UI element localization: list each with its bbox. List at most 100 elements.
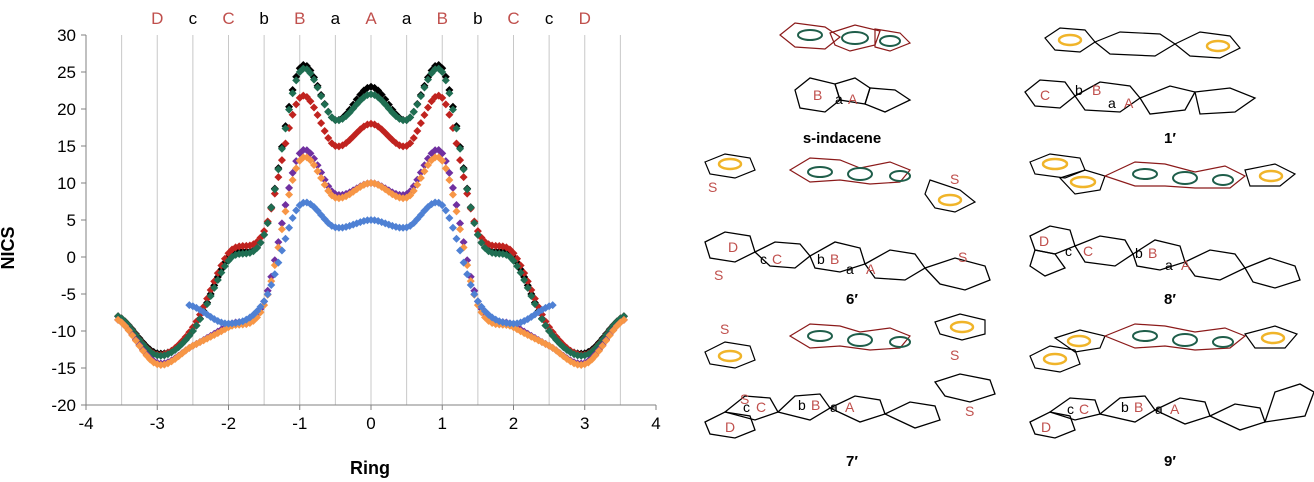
y-tick-label: 15: [57, 137, 76, 156]
data-point: [320, 180, 329, 189]
ring-label-b: b: [1075, 82, 1083, 98]
data-point: [445, 168, 454, 177]
data-point: [456, 156, 465, 165]
data-point: [416, 92, 425, 101]
ring-current-diagram: [779, 22, 912, 52]
data-point: [320, 127, 329, 136]
data-point: [285, 190, 294, 199]
x-tick-label: -1: [292, 414, 307, 433]
ring-position-label: a: [331, 9, 341, 28]
data-point: [452, 234, 461, 243]
data-point: [310, 103, 318, 112]
data-point: [288, 176, 297, 185]
data-point: [459, 238, 468, 247]
data-point: [306, 156, 315, 165]
data-point: [523, 283, 532, 292]
data-point: [605, 331, 614, 340]
sulfur-label: S: [714, 267, 723, 283]
data-point: [313, 167, 322, 176]
data-point: [466, 281, 475, 290]
data-point: [441, 76, 450, 85]
ring-label-c: c: [1067, 401, 1074, 417]
molecule-schematics: B a A s-indacene C b B: [704, 22, 1314, 470]
data-point: [406, 113, 415, 122]
data-point: [448, 190, 457, 199]
data-point: [281, 234, 290, 243]
ring-position-label: b: [259, 9, 268, 28]
x-tick-label: -4: [78, 414, 93, 433]
sulfur-label: S: [740, 391, 749, 407]
ring-label-b: b: [1121, 399, 1129, 415]
ring-label-B: B: [1092, 82, 1101, 98]
data-point: [317, 92, 326, 101]
data-point: [456, 144, 465, 153]
data-point: [548, 301, 557, 310]
data-point: [448, 105, 457, 114]
molecule-label-9prime: 9′: [1164, 453, 1176, 470]
ring-position-label: b: [473, 9, 482, 28]
data-point: [456, 219, 465, 228]
data-point: [313, 111, 322, 120]
y-tick-label: 20: [57, 100, 76, 119]
x-tick-label: -3: [150, 414, 165, 433]
ring-label-a: a: [1155, 401, 1163, 417]
x-tick-label: 2: [509, 414, 518, 433]
ring-label-a: a: [1165, 257, 1173, 273]
ring-label-B: B: [813, 87, 822, 103]
data-point: [288, 214, 297, 223]
data-point: [285, 223, 294, 232]
molecule-s-indacene: B a A s-indacene: [779, 22, 912, 147]
data-point: [466, 203, 475, 212]
x-tick-label: 3: [580, 414, 589, 433]
ring-label-C: C: [1083, 243, 1093, 259]
data-point: [541, 321, 550, 330]
ring-label-b: b: [1135, 245, 1143, 261]
data-point: [520, 275, 529, 284]
data-point: [441, 100, 450, 109]
data-point: [124, 326, 133, 335]
data-point: [406, 191, 415, 200]
ring-label-A: A: [866, 261, 876, 277]
molecule-label-7prime: 7′: [846, 453, 858, 470]
data-point: [260, 297, 269, 306]
x-tick-label: -2: [221, 414, 236, 433]
data-point: [253, 244, 261, 253]
data-point: [317, 174, 326, 183]
y-tick-label: 30: [57, 26, 76, 45]
ring-label-D: D: [725, 419, 735, 435]
data-point: [270, 185, 279, 194]
y-tick-label: 5: [67, 211, 76, 230]
data-point: [545, 327, 554, 335]
data-point: [267, 203, 276, 212]
ring-label-C: C: [1079, 401, 1089, 417]
ring-current-diagram: [1029, 323, 1299, 373]
data-point: [274, 173, 283, 182]
data-point: [509, 256, 518, 265]
data-point: [452, 200, 461, 209]
data-point: [324, 107, 333, 116]
molecule-9prime: D c C b B a A 9′: [1029, 323, 1314, 470]
data-point: [217, 268, 226, 277]
data-point: [409, 107, 418, 116]
data-series: [114, 61, 628, 369]
data-point: [324, 133, 333, 142]
ring-label-C: C: [756, 399, 766, 415]
ring-label-b: b: [817, 251, 825, 267]
data-point: [456, 225, 465, 234]
data-point: [591, 351, 600, 360]
data-point: [317, 119, 326, 128]
data-point: [409, 133, 418, 142]
data-point: [413, 100, 422, 109]
ring-label-B: B: [830, 251, 839, 267]
data-point: [139, 346, 147, 355]
data-point: [277, 225, 286, 234]
sulfur-label: S: [708, 179, 717, 195]
data-point: [602, 336, 611, 345]
y-tick-label: -10: [51, 322, 76, 341]
sulfur-label: S: [950, 347, 959, 363]
data-point: [538, 315, 546, 324]
data-point: [288, 110, 297, 119]
data-point: [438, 68, 447, 76]
data-point: [263, 219, 272, 228]
y-tick-label: 10: [57, 174, 76, 193]
